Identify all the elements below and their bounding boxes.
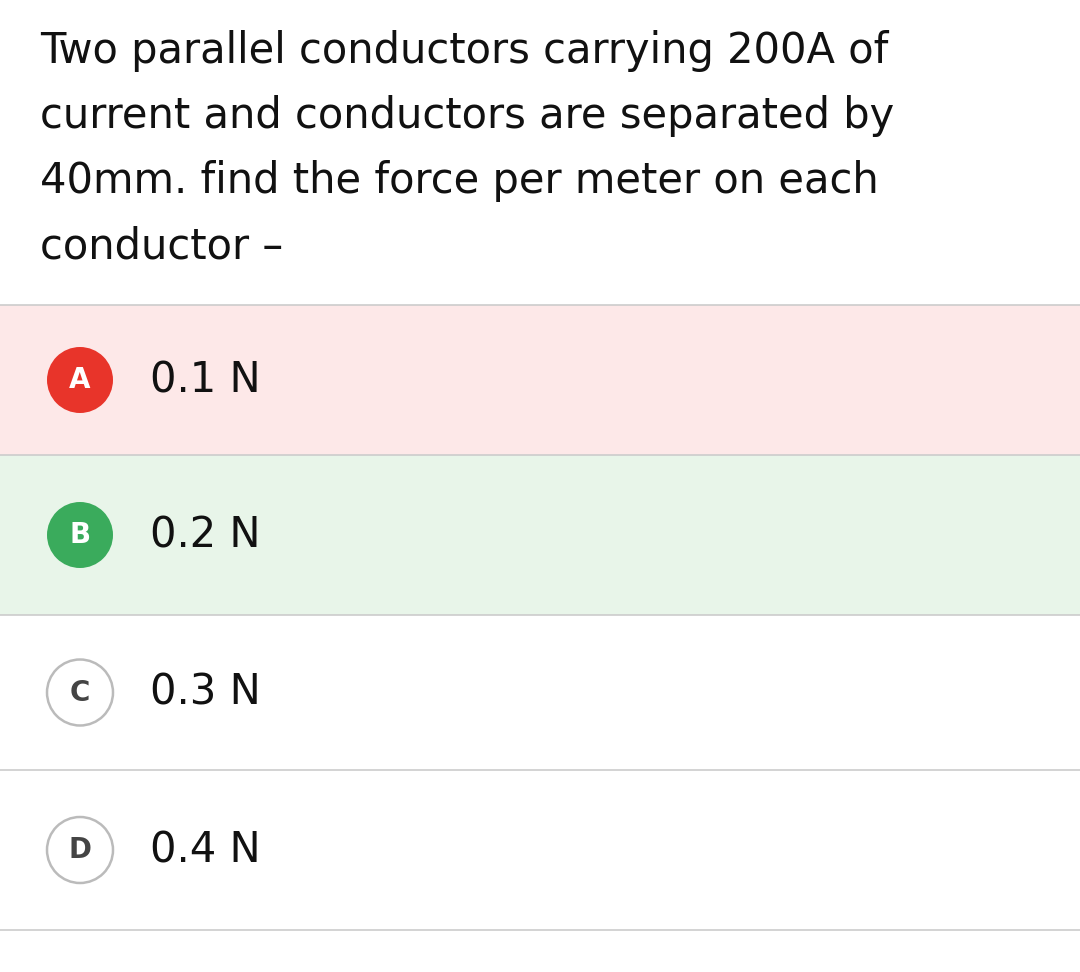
Bar (0, 615, 1080, 770)
Circle shape (48, 502, 113, 568)
Circle shape (48, 817, 113, 883)
Bar (0, 305, 1080, 455)
Text: C: C (70, 678, 91, 707)
Text: D: D (68, 836, 92, 864)
Text: current and conductors are separated by: current and conductors are separated by (40, 95, 894, 137)
Text: 0.4 N: 0.4 N (150, 829, 260, 871)
Text: A: A (69, 366, 91, 394)
Circle shape (48, 347, 113, 413)
Text: 40mm. find the force per meter on each: 40mm. find the force per meter on each (40, 160, 879, 202)
Text: B: B (69, 521, 91, 549)
Text: 0.1 N: 0.1 N (150, 359, 260, 401)
Text: 0.2 N: 0.2 N (150, 514, 260, 556)
Bar (0, 770, 1080, 930)
Circle shape (48, 659, 113, 725)
Text: 0.3 N: 0.3 N (150, 672, 260, 713)
Bar (0, 455, 1080, 615)
Text: conductor –: conductor – (40, 225, 283, 267)
Text: Two parallel conductors carrying 200A of: Two parallel conductors carrying 200A of (40, 30, 889, 72)
